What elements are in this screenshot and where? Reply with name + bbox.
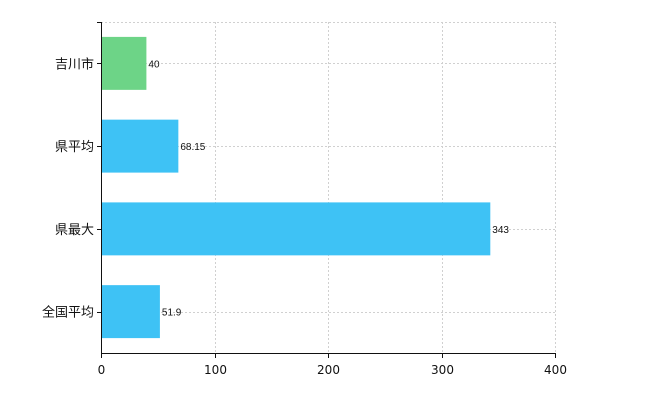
x-tick-label: 200 [317, 363, 340, 377]
category-label: 全国平均 [42, 305, 94, 321]
axes [97, 22, 556, 358]
bars [102, 36, 491, 339]
category-label: 県最大 [55, 223, 94, 238]
x-tick-label: 400 [544, 363, 567, 377]
category-label: 吉川市 [55, 56, 94, 72]
bar [102, 285, 160, 339]
data-label: 40 [148, 59, 160, 70]
bar [102, 119, 179, 173]
labels: 40 吉川市 68.15 県平均 343 県最大 51.9 全国平均 0 100 200 300 400 [42, 56, 567, 377]
category-label: 県平均 [55, 140, 94, 155]
data-label: 51.9 [162, 308, 182, 319]
bar [102, 202, 491, 256]
data-label: 343 [492, 225, 509, 236]
x-tick-label: 100 [204, 363, 227, 377]
grid-lines [101, 22, 556, 353]
bar [102, 36, 147, 90]
x-tick-label: 300 [431, 363, 454, 377]
x-tick-label: 0 [98, 363, 106, 377]
data-label: 68.15 [180, 142, 205, 153]
